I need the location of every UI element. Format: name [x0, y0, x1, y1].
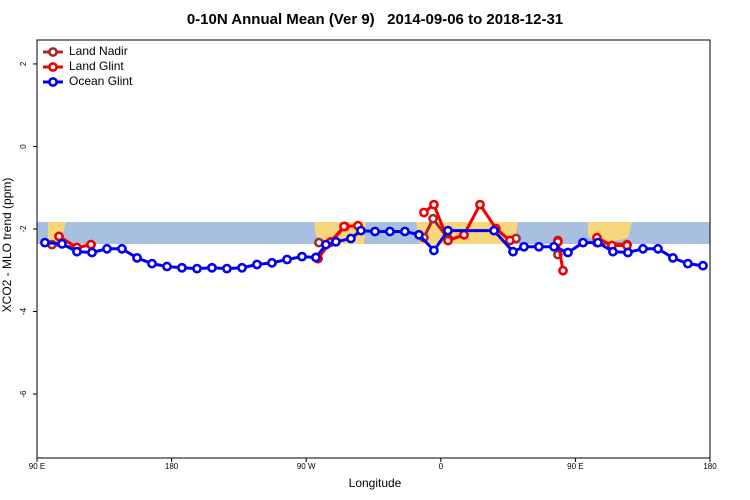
point: [428, 213, 438, 224]
y-tick-label: -6: [19, 390, 28, 398]
point: [117, 243, 127, 254]
point: [40, 237, 50, 248]
point: [578, 237, 588, 248]
point: [443, 225, 453, 236]
legend-marker: [48, 47, 58, 57]
y-tick-label: -4: [19, 307, 28, 315]
point: [508, 246, 518, 257]
point: [419, 207, 429, 218]
point: [237, 262, 247, 273]
point: [177, 262, 187, 273]
series: [40, 225, 708, 274]
legend-label: Land Nadir: [69, 44, 128, 58]
point: [222, 263, 232, 274]
point: [87, 247, 97, 258]
legend-marker: [48, 77, 58, 87]
point: [207, 262, 217, 273]
point: [593, 237, 603, 248]
point: [558, 265, 568, 276]
point: [346, 233, 356, 244]
point: [459, 229, 469, 240]
plot-frame: [36, 39, 711, 459]
point: [475, 199, 485, 210]
point: [72, 246, 82, 257]
point: [668, 252, 678, 263]
point: [385, 226, 395, 237]
point: [54, 231, 64, 242]
point: [86, 239, 96, 250]
point: [297, 251, 307, 262]
x-tick-label: 90 W: [297, 462, 316, 471]
point: [162, 261, 172, 272]
y-tick-label: 0: [19, 144, 28, 149]
point: [638, 243, 648, 254]
point: [331, 236, 341, 247]
point: [549, 241, 559, 252]
point: [698, 260, 708, 271]
point: [192, 263, 202, 274]
x-tick-label: 180: [703, 462, 717, 471]
point: [370, 226, 380, 237]
point: [57, 238, 67, 249]
point: [443, 235, 453, 246]
legend-label: Land Glint: [69, 59, 124, 73]
x-tick-label: 0: [439, 462, 444, 471]
x-tick-label: 90 E: [567, 462, 583, 471]
point: [321, 239, 331, 250]
y-axis-label: XCO2 - MLO trend (ppm): [0, 178, 14, 313]
legend-label: Ocean Glint: [69, 74, 133, 88]
point: [429, 199, 439, 210]
point: [356, 225, 366, 236]
point: [414, 229, 424, 240]
point: [252, 259, 262, 270]
x-axis-label: Longitude: [349, 476, 402, 490]
point: [132, 252, 142, 263]
point: [608, 246, 618, 257]
point: [622, 247, 633, 258]
point: [311, 252, 321, 263]
point: [102, 243, 112, 254]
y-tick-label: -2: [19, 225, 28, 233]
x-tick-label: 180: [165, 462, 179, 471]
point: [282, 254, 292, 265]
point: [504, 235, 515, 246]
point: [147, 258, 157, 269]
x-tick-label: 90 E: [29, 462, 45, 471]
point: [267, 257, 277, 268]
point: [534, 241, 544, 252]
point: [653, 243, 663, 254]
point: [519, 241, 529, 252]
point: [682, 258, 693, 269]
chart-title: 0-10N Annual Mean (Ver 9) 2014-09-06 to …: [187, 11, 563, 28]
point: [400, 226, 410, 237]
y-tick-label: 2: [19, 61, 28, 66]
point: [339, 221, 349, 232]
point: [429, 245, 439, 256]
legend-marker: [48, 62, 58, 72]
point: [489, 225, 499, 236]
point: [563, 247, 573, 258]
